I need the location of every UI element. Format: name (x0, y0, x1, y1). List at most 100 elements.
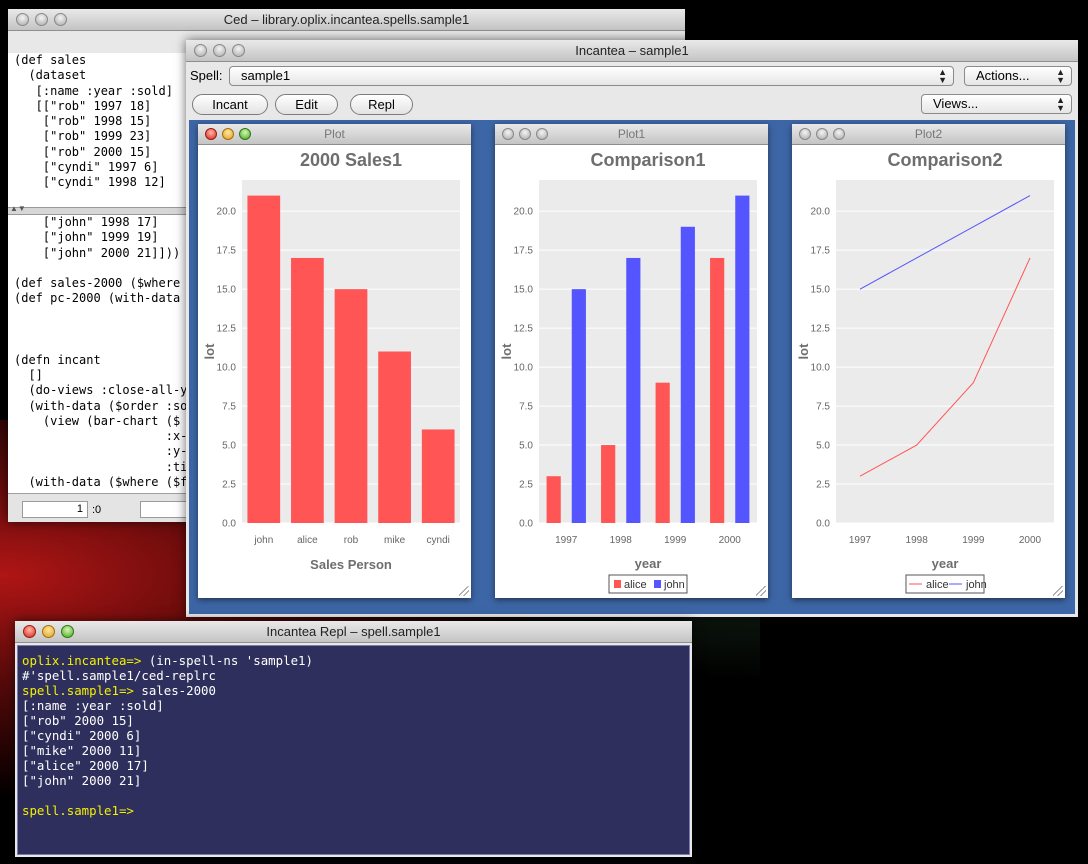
minimize-icon[interactable] (816, 128, 828, 140)
plot1-window: Plot1 0.0 2.5 5.0 7.5 10.0 12.5 15.0 17.5 20.0 Co… (495, 124, 768, 598)
y-tick-label: 7.5 (519, 402, 533, 413)
ced-window-title: Ced – library.oplix.incantea.spells.samp… (223, 12, 470, 27)
bar (247, 195, 281, 523)
legend-entry: john (663, 579, 685, 591)
minimize-icon[interactable] (42, 625, 55, 638)
y-tick-label: 15.0 (217, 285, 237, 296)
incant-button[interactable]: Incant (192, 94, 268, 115)
y-axis-label: lot (499, 343, 514, 360)
repl-button[interactable]: Repl (350, 94, 413, 115)
close-icon[interactable] (23, 625, 36, 638)
zoom-icon[interactable] (54, 13, 67, 26)
repl-line: ["alice" 2000 17] (22, 758, 685, 773)
legend-entry: alice (926, 579, 949, 591)
repl-text: ["cyndi" 2000 6] (22, 728, 142, 743)
repl-line: ["john" 2000 21] (22, 773, 685, 788)
y-tick-label: 17.5 (217, 246, 237, 257)
repl-text: ["rob" 2000 15] (22, 713, 134, 728)
plot-area (836, 180, 1054, 523)
y-tick-label: 17.5 (514, 246, 534, 257)
zoom-icon[interactable] (239, 128, 251, 140)
minimize-icon[interactable] (222, 128, 234, 140)
x-tick-label: 2000 (719, 535, 742, 546)
legend-entry: john (965, 579, 987, 591)
plot-titlebar[interactable]: Plot (198, 124, 471, 145)
y-tick-label: 17.5 (811, 246, 831, 257)
plot2-titlebar[interactable]: Plot2 (792, 124, 1065, 145)
y-axis-label: lot (796, 343, 811, 360)
minimize-icon[interactable] (519, 128, 531, 140)
y-tick-label: 20.0 (514, 207, 534, 218)
repl-line: oplix.incantea=> (in-spell-ns 'sample1) (22, 653, 685, 668)
y-tick-label: 2.5 (222, 480, 236, 491)
close-icon[interactable] (16, 13, 29, 26)
updown-arrows-icon: ▲ ▼ (1056, 95, 1065, 113)
bar-john (680, 226, 695, 523)
zoom-icon[interactable] (61, 625, 74, 638)
chart-title: Comparison1 (590, 150, 705, 170)
edit-button[interactable]: Edit (275, 94, 338, 115)
bar (378, 351, 411, 523)
repl-line: [:name :year :sold] (22, 698, 685, 713)
repl-text: ["john" 2000 21] (22, 773, 142, 788)
zoom-icon[interactable] (536, 128, 548, 140)
repl-text: (in-spell-ns 'sample1) (148, 653, 313, 668)
y-tick-label: 5.0 (816, 441, 830, 452)
spell-select[interactable]: sample1 ▲ ▼ (229, 66, 954, 86)
y-tick-label: 5.0 (519, 441, 533, 452)
views-menu[interactable]: Views... ▲ ▼ (921, 94, 1072, 114)
line-number-field[interactable]: 1 (22, 501, 88, 518)
bar-john (626, 257, 641, 523)
legend-box (905, 574, 985, 594)
resize-grip-icon[interactable] (756, 586, 766, 596)
y-tick-label: 10.0 (217, 363, 237, 374)
zoom-icon[interactable] (833, 128, 845, 140)
x-tick-label: 2000 (1019, 535, 1042, 546)
x-tick-label: 1998 (610, 535, 633, 546)
split-arrows-icon[interactable]: ▲▼ (10, 204, 26, 213)
plot1-window-title: Plot1 (617, 127, 646, 141)
incantea-window-title: Incantea – sample1 (575, 43, 689, 58)
close-icon[interactable] (799, 128, 811, 140)
x-tick-label: 1999 (962, 535, 985, 546)
y-tick-label: 0.0 (816, 519, 830, 530)
incantea-window: Incantea – sample1 Spell: sample1 ▲ ▼ Act… (186, 40, 1078, 617)
y-tick-label: 7.5 (222, 402, 236, 413)
repl-line: spell.sample1=> sales-2000 (22, 683, 685, 698)
repl-text: sales-2000 (141, 683, 216, 698)
updown-arrows-icon: ▲ ▼ (1056, 67, 1065, 85)
bar-john (735, 195, 750, 523)
updown-arrows-icon: ▲ ▼ (938, 67, 947, 85)
minimize-icon[interactable] (35, 13, 48, 26)
y-tick-label: 12.5 (514, 324, 534, 335)
ced-titlebar[interactable]: Ced – library.oplix.incantea.spells.samp… (8, 9, 685, 31)
bar (421, 429, 455, 523)
chart-title: 2000 Sales1 (300, 150, 402, 170)
close-icon[interactable] (205, 128, 217, 140)
y-tick-label: 10.0 (811, 363, 831, 374)
repl-line: ["cyndi" 2000 6] (22, 728, 685, 743)
repl-console[interactable]: oplix.incantea=> (in-spell-ns 'sample1) #… (17, 645, 690, 855)
sales-bar-chart: 0.0 2.5 5.0 7.5 10.0 12.5 15.0 17.5 20.0 2000 Sal… (202, 150, 460, 572)
actions-menu[interactable]: Actions... ▲ ▼ (964, 66, 1072, 86)
incantea-titlebar[interactable]: Incantea – sample1 (186, 40, 1078, 62)
repl-titlebar[interactable]: Incantea Repl – spell.sample1 (15, 621, 692, 643)
close-icon[interactable] (502, 128, 514, 140)
close-icon[interactable] (194, 44, 207, 57)
plot-desktop: Plot 0.0 2.5 5.0 7.5 10.0 12.5 15.0 17.5 20.0 200… (189, 120, 1075, 614)
repl-window-title: Incantea Repl – spell.sample1 (266, 624, 441, 639)
bar-alice (655, 382, 670, 523)
plot1-titlebar[interactable]: Plot1 (495, 124, 768, 145)
status-field-2[interactable] (140, 501, 190, 518)
resize-grip-icon[interactable] (459, 586, 469, 596)
repl-prompt: oplix.incantea=> (22, 653, 149, 668)
repl-text: #'spell.sample1/ced-replrc (22, 668, 216, 683)
bar-alice (710, 257, 725, 523)
resize-grip-icon[interactable] (1053, 586, 1063, 596)
minimize-icon[interactable] (213, 44, 226, 57)
legend-box (608, 574, 688, 594)
legend-swatch-alice (614, 580, 621, 588)
zoom-icon[interactable] (232, 44, 245, 57)
plot2-window-title: Plot2 (914, 127, 943, 141)
plot-window-title: Plot (324, 127, 345, 141)
